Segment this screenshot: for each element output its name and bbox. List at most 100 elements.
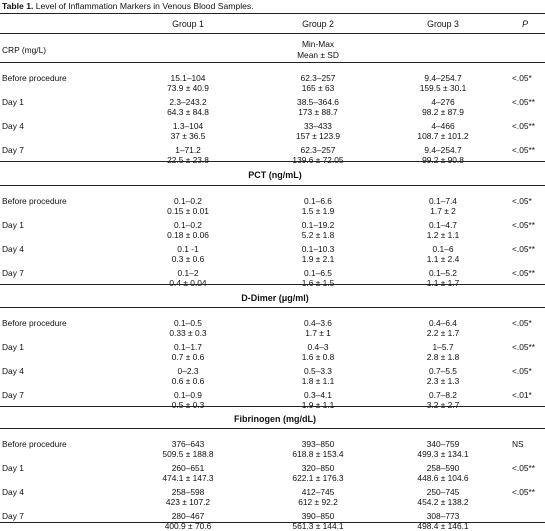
- crp-cell-g1a: 1–71.2: [175, 145, 201, 155]
- crp-cell-g3b: 159.5 ± 30.1: [419, 83, 467, 93]
- pct-cell-g2a: 0.1–10.3: [301, 244, 335, 254]
- crp-cell-g1b: 22.5 ± 23.8: [167, 155, 209, 165]
- ddimer-cell-g3b: 2.3 ± 1.3: [426, 376, 460, 386]
- ddimer-row-label: Day 4: [2, 366, 24, 376]
- ddimer-row-label: Day 7: [2, 390, 24, 400]
- pct-cell-g2a: 0.1–6.6: [304, 196, 332, 206]
- pct-row-label: Before procedure: [2, 196, 67, 206]
- caption-text: Level of Inflammation Markers in Venous …: [33, 1, 254, 11]
- ddimer-cell-g3a: 1–5.7: [432, 342, 454, 352]
- crp-row-label: Day 4: [2, 121, 24, 131]
- ddimer-cell-g2b: 1.6 ± 0.8: [301, 352, 335, 362]
- ddimer-cell-g3b: 2.2 ± 1.7: [426, 328, 460, 338]
- fibrinogen-cell-g3b: 448.6 ± 104.6: [417, 473, 469, 483]
- ddimer-title: D-Dimer (μg/ml): [241, 293, 309, 303]
- fibrinogen-cell-g1a: 280–467: [171, 511, 205, 521]
- fibrinogen-cell-g1b: 423 ± 107.2: [165, 497, 211, 507]
- crp-rule: [0, 62, 545, 63]
- table-caption: Table 1. Level of Inflammation Markers i…: [2, 1, 254, 11]
- pct-cell-g3a: 0.1–6: [432, 244, 454, 254]
- crp-cell-g3a: 9.4–254.7: [424, 145, 462, 155]
- pct-p-value: <.05**: [512, 244, 536, 254]
- pct-p-value: <.05**: [512, 220, 536, 230]
- ddimer-p-value: <.01*: [512, 390, 532, 400]
- pct-top-rule: [0, 161, 545, 162]
- pct-cell-g1a: 0.1 -1: [177, 244, 199, 254]
- fibrinogen-cell-g1b: 474.1 ± 147.3: [162, 473, 214, 483]
- ddimer-cell-g2a: 0.3–4.1: [304, 390, 332, 400]
- ddimer-cell-g2a: 0.4–3.6: [304, 318, 332, 328]
- pct-cell-g2a: 0.1–6.5: [304, 268, 332, 278]
- crp-stat-line1: Min-Max: [301, 39, 335, 49]
- fibrinogen-p-value: <.05**: [512, 463, 536, 473]
- header-group2: Group 2: [302, 19, 334, 29]
- crp-row-label: Before procedure: [2, 73, 67, 83]
- crp-title: CRP (mg/L): [2, 45, 47, 55]
- crp-cell-g2b: 157 ± 123.9: [295, 131, 341, 141]
- crp-cell-g3a: 9.4–254.7: [424, 73, 462, 83]
- bottom-rule: [0, 522, 545, 523]
- pct-p-value: <.05**: [512, 268, 536, 278]
- crp-cell-g3b: 98.2 ± 87.9: [422, 107, 464, 117]
- ddimer-row-label: Day 1: [2, 342, 24, 352]
- crp-row-label: Day 1: [2, 97, 24, 107]
- pct-cell-g2b: 5.2 ± 1.8: [301, 230, 335, 240]
- fibrinogen-cell-g1a: 260–651: [171, 463, 205, 473]
- crp-row-label: Day 7: [2, 145, 24, 155]
- ddimer-cell-g3b: 3.2 ± 2.7: [426, 400, 460, 410]
- fibrinogen-cell-g2a: 320–850: [301, 463, 335, 473]
- crp-p-value: <.05**: [512, 97, 536, 107]
- ddimer-p-value: <.05*: [512, 366, 532, 376]
- fibrinogen-cell-g2a: 412–745: [301, 487, 335, 497]
- pct-cell-g3b: 1.1 ± 1.7: [426, 278, 460, 288]
- ddimer-cell-g1b: 0.5 ± 0.3: [171, 400, 205, 410]
- pct-row-label: Day 4: [2, 244, 24, 254]
- fibrinogen-row-label: Before procedure: [2, 439, 67, 449]
- crp-cell-g2a: 62.3–257: [300, 73, 336, 83]
- pct-cell-g1b: 0.15 ± 0.01: [167, 206, 209, 216]
- crp-cell-g2a: 62.3–257: [300, 145, 336, 155]
- crp-cell-g1b: 37 ± 36.5: [170, 131, 206, 141]
- pct-cell-g1a: 0.1–2: [177, 268, 199, 278]
- pct-cell-g2b: 1.5 ± 1.9: [301, 206, 335, 216]
- fibrinogen-cell-g3a: 258–590: [426, 463, 460, 473]
- fibrinogen-title: Fibrinogen (mg/dL): [234, 414, 316, 424]
- ddimer-p-value: <.05**: [512, 342, 536, 352]
- crp-cell-g2b: 173 ± 88.7: [298, 107, 338, 117]
- crp-cell-g2a: 38.5–364.6: [297, 97, 339, 107]
- fibrinogen-cell-g3a: 250–745: [426, 487, 460, 497]
- crp-cell-g1a: 15.1–104: [170, 73, 206, 83]
- crp-cell-g2a: 33–433: [304, 121, 332, 131]
- ddimer-cell-g3a: 0.4–6.4: [429, 318, 457, 328]
- header-group1: Group 1: [172, 19, 204, 29]
- fibrinogen-cell-g2b: 618.8 ± 153.4: [292, 449, 344, 459]
- pct-row-label: Day 1: [2, 220, 24, 230]
- ddimer-row-label: Before procedure: [2, 318, 67, 328]
- fibrinogen-cell-g2b: 622.1 ± 176.3: [292, 473, 344, 483]
- ddimer-cell-g1a: 0–2.3: [177, 366, 199, 376]
- fibrinogen-cell-g2a: 393–850: [301, 439, 335, 449]
- crp-cell-g2b: 165 ± 63: [301, 83, 335, 93]
- pct-cell-g3b: 1.2 ± 1.1: [426, 230, 460, 240]
- ddimer-cell-g1a: 0.1–0.5: [174, 318, 202, 328]
- top-rule: [0, 13, 545, 14]
- crp-cell-g1b: 64.3 ± 84.8: [167, 107, 209, 117]
- pct-cell-g1b: 0.18 ± 0.06: [167, 230, 209, 240]
- header-group3: Group 3: [427, 19, 459, 29]
- ddimer-cell-g3b: 2.8 ± 1.8: [426, 352, 460, 362]
- pct-cell-g1a: 0.1–0.2: [174, 196, 202, 206]
- caption-label: Table 1.: [2, 1, 34, 11]
- fibrinogen-cell-g3a: 340–759: [426, 439, 460, 449]
- fibrinogen-cell-g3b: 454.2 ± 138.2: [417, 497, 469, 507]
- pct-cell-g3a: 0.1–5.2: [429, 268, 457, 278]
- ddimer-cell-g3a: 0.7–8.2: [429, 390, 457, 400]
- crp-stat-line2: Mean ± SD: [297, 50, 339, 60]
- fibrinogen-cell-g3b: 499.3 ± 134.1: [417, 449, 469, 459]
- fibrinogen-row-label: Day 4: [2, 487, 24, 497]
- fibrinogen-bottom-rule: [0, 428, 545, 429]
- pct-cell-g1b: 0.3 ± 0.6: [171, 254, 205, 264]
- crp-cell-g1a: 1.3–104: [172, 121, 204, 131]
- ddimer-cell-g2a: 0.5–3.3: [304, 366, 332, 376]
- crp-cell-g1a: 2.3–243.2: [169, 97, 207, 107]
